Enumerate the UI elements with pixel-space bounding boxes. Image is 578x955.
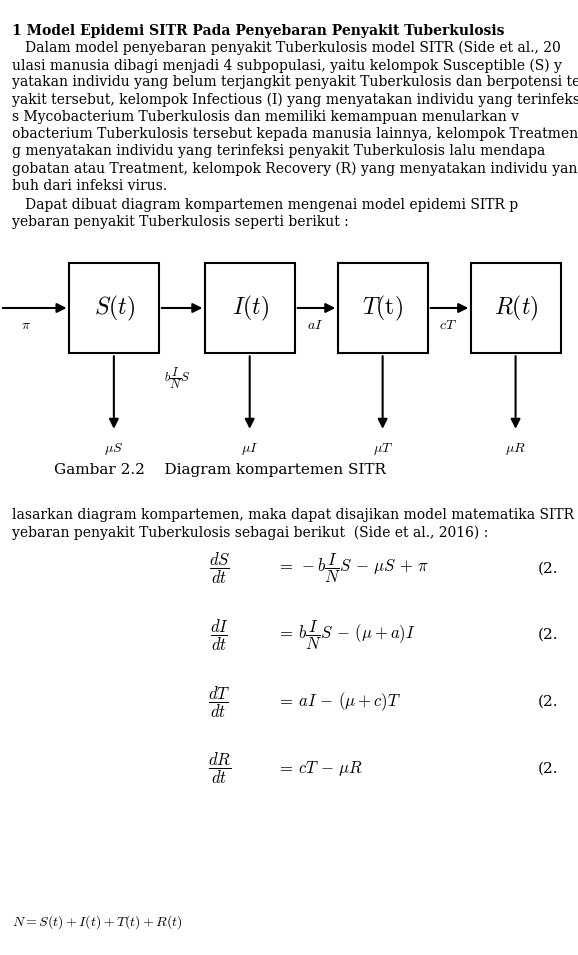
FancyBboxPatch shape: [69, 263, 159, 353]
Text: $\dfrac{dT}{dt}$: $\dfrac{dT}{dt}$: [209, 685, 231, 719]
Text: yatakan individu yang belum terjangkit penyakit Tuberkulosis dan berpotensi terl: yatakan individu yang belum terjangkit p…: [12, 75, 578, 90]
Text: obacterium Tuberkulosis tersebut kepada manusia lainnya, kelompok Treatment: obacterium Tuberkulosis tersebut kepada …: [12, 127, 578, 141]
Text: yebaran penyakit Tuberkulosis sebagai berikut  (Side et al., 2016) :: yebaran penyakit Tuberkulosis sebagai be…: [12, 525, 488, 540]
Text: $\mu R$: $\mu R$: [505, 441, 526, 457]
Text: $=\,cT\,-\,\mu R$: $=\,cT\,-\,\mu R$: [277, 759, 364, 778]
Text: buh dari infeksi virus.: buh dari infeksi virus.: [12, 179, 166, 193]
Text: $cT$: $cT$: [439, 318, 457, 331]
Text: $b\dfrac{I}{N}S$: $b\dfrac{I}{N}S$: [165, 365, 191, 391]
Text: $\mu I$: $\mu I$: [241, 441, 258, 457]
FancyBboxPatch shape: [471, 263, 561, 353]
Text: g menyatakan individu yang terinfeksi penyakit Tuberkulosis lalu mendapa: g menyatakan individu yang terinfeksi pe…: [12, 144, 545, 159]
Text: $N = S(t) + I(t) + T(t) + R(t)$: $N = S(t) + I(t) + T(t) + R(t)$: [12, 913, 183, 931]
Text: Dalam model penyebaran penyakit Tuberkulosis model SITR (Side et al., 20: Dalam model penyebaran penyakit Tuberkul…: [12, 41, 560, 55]
Text: $R(t)$: $R(t)$: [494, 293, 538, 323]
FancyBboxPatch shape: [338, 263, 428, 353]
Text: ulasi manusia dibagi menjadi 4 subpopulasi, yaitu kelompok Susceptible (S) y: ulasi manusia dibagi menjadi 4 subpopula…: [12, 58, 561, 73]
Text: $\mu T$: $\mu T$: [372, 441, 393, 457]
Text: $T(\mathrm{t})$: $T(\mathrm{t})$: [362, 293, 403, 323]
Text: $\dfrac{dR}{dt}$: $\dfrac{dR}{dt}$: [208, 752, 231, 786]
Text: yebaran penyakit Tuberkulosis seperti berikut :: yebaran penyakit Tuberkulosis seperti be…: [12, 215, 349, 229]
Text: $\mu S$: $\mu S$: [104, 441, 124, 457]
Text: s Mycobacterium Tuberkulosis dan memiliki kemampuan menularkan v: s Mycobacterium Tuberkulosis dan memilik…: [12, 110, 518, 124]
Text: $\dfrac{dS}{dt}$: $\dfrac{dS}{dt}$: [209, 551, 231, 585]
Text: $=\,b\dfrac{I}{N}S\,-\,(\mu + a)I$: $=\,b\dfrac{I}{N}S\,-\,(\mu + a)I$: [277, 619, 416, 651]
Text: (2.: (2.: [538, 695, 558, 709]
Text: $\pi$: $\pi$: [21, 318, 31, 331]
Text: yakit tersebut, kelompok Infectious (I) yang menyatakan individu yang terinfeksi: yakit tersebut, kelompok Infectious (I) …: [12, 93, 578, 107]
Text: 1 Model Epidemi SITR Pada Penyebaran Penyakit Tuberkulosis: 1 Model Epidemi SITR Pada Penyebaran Pen…: [12, 24, 504, 38]
Text: $S(t)$: $S(t)$: [94, 293, 135, 323]
Text: Gambar 2.2    Diagram kompartemen SITR: Gambar 2.2 Diagram kompartemen SITR: [54, 463, 386, 477]
Text: $aI$: $aI$: [307, 318, 323, 331]
Text: (2.: (2.: [538, 562, 558, 575]
Text: gobatan atau Treatment, kelompok Recovery (R) yang menyatakan individu yang t: gobatan atau Treatment, kelompok Recover…: [12, 161, 578, 176]
FancyBboxPatch shape: [205, 263, 295, 353]
Text: (2.: (2.: [538, 628, 558, 642]
Text: Dapat dibuat diagram kompartemen mengenai model epidemi SITR p: Dapat dibuat diagram kompartemen mengena…: [12, 198, 518, 212]
Text: $=\,-b\dfrac{I}{N}S\,-\,\mu S\,+\,\pi$: $=\,-b\dfrac{I}{N}S\,-\,\mu S\,+\,\pi$: [277, 552, 429, 584]
Text: $\dfrac{dI}{dt}$: $\dfrac{dI}{dt}$: [210, 618, 229, 652]
Text: $=\,aI\,-\,(\mu + c)T$: $=\,aI\,-\,(\mu + c)T$: [277, 690, 401, 713]
Text: $I(t)$: $I(t)$: [232, 293, 268, 323]
Text: (2.: (2.: [538, 762, 558, 775]
Text: lasarkan diagram kompartemen, maka dapat disajikan model matematika SITR: lasarkan diagram kompartemen, maka dapat…: [12, 508, 573, 522]
